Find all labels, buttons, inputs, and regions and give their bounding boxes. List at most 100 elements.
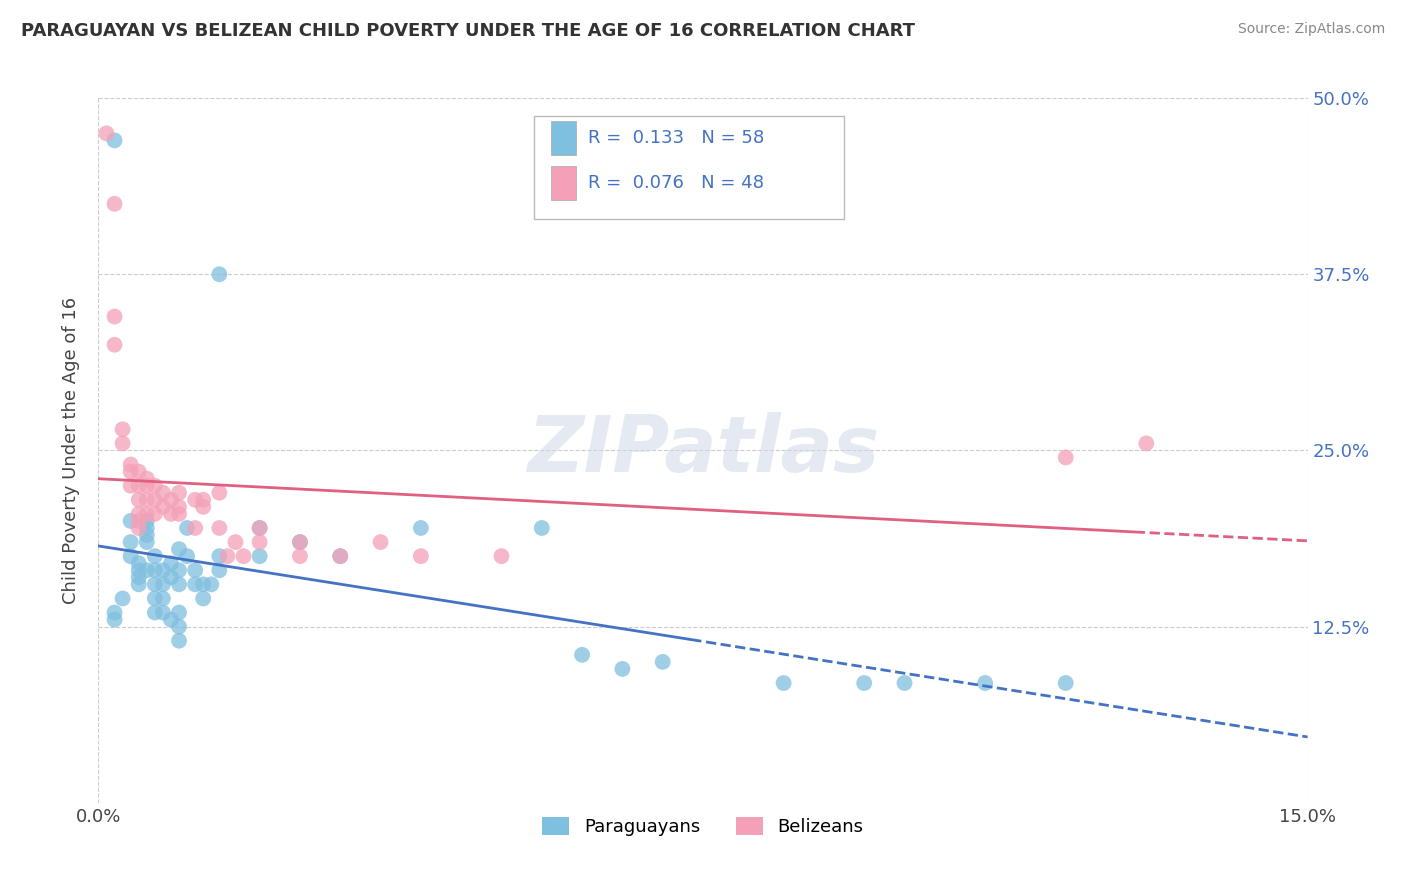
Belizeans <box>103 338 125 352</box>
Text: Source: ZipAtlas.com: Source: ZipAtlas.com <box>1237 22 1385 37</box>
Belizeans <box>217 549 239 564</box>
Paraguayans <box>208 563 231 577</box>
Paraguayans <box>128 556 150 570</box>
Belizeans <box>160 507 183 521</box>
Paraguayans <box>853 676 876 690</box>
Paraguayans <box>160 556 183 570</box>
Paraguayans <box>160 570 183 584</box>
Paraguayans <box>193 591 215 606</box>
Text: ZIPatlas: ZIPatlas <box>527 412 879 489</box>
Belizeans <box>370 535 392 549</box>
Belizeans <box>128 514 150 528</box>
Paraguayans <box>530 521 553 535</box>
Paraguayans <box>120 535 142 549</box>
Paraguayans <box>143 577 166 591</box>
Paraguayans <box>120 514 142 528</box>
Paraguayans <box>120 549 142 564</box>
Paraguayans <box>208 268 231 282</box>
Belizeans <box>249 535 271 549</box>
Paraguayans <box>167 563 190 577</box>
Belizeans <box>143 492 166 507</box>
Belizeans <box>249 521 271 535</box>
Paraguayans <box>143 563 166 577</box>
Belizeans <box>184 521 207 535</box>
Paraguayans <box>612 662 634 676</box>
Paraguayans <box>249 549 271 564</box>
Paraguayans <box>103 133 125 147</box>
Belizeans <box>128 465 150 479</box>
Y-axis label: Child Poverty Under the Age of 16: Child Poverty Under the Age of 16 <box>62 297 80 604</box>
Belizeans <box>491 549 513 564</box>
Paraguayans <box>111 591 134 606</box>
Belizeans <box>288 535 311 549</box>
Belizeans <box>160 492 183 507</box>
Paraguayans <box>143 591 166 606</box>
Paraguayans <box>135 563 157 577</box>
Legend: Paraguayans, Belizeans: Paraguayans, Belizeans <box>536 809 870 843</box>
Paraguayans <box>152 606 174 620</box>
Paraguayans <box>135 514 157 528</box>
Belizeans <box>128 507 150 521</box>
Belizeans <box>135 472 157 486</box>
Belizeans <box>232 549 254 564</box>
Belizeans <box>193 500 215 514</box>
Paraguayans <box>167 577 190 591</box>
Paraguayans <box>176 521 198 535</box>
Belizeans <box>409 549 432 564</box>
Text: R =  0.133   N = 58: R = 0.133 N = 58 <box>588 129 763 147</box>
Paraguayans <box>167 633 190 648</box>
Paraguayans <box>176 549 198 564</box>
Paraguayans <box>128 570 150 584</box>
Belizeans <box>329 549 352 564</box>
Paraguayans <box>200 577 222 591</box>
Belizeans <box>120 465 142 479</box>
Belizeans <box>167 507 190 521</box>
Paraguayans <box>893 676 915 690</box>
Paraguayans <box>167 619 190 633</box>
Paraguayans <box>1054 676 1077 690</box>
Paraguayans <box>288 535 311 549</box>
Belizeans <box>120 478 142 492</box>
Belizeans <box>128 492 150 507</box>
Belizeans <box>111 436 134 450</box>
Text: R =  0.076   N = 48: R = 0.076 N = 48 <box>588 174 763 192</box>
Paraguayans <box>409 521 432 535</box>
Paraguayans <box>974 676 997 690</box>
Paraguayans <box>128 577 150 591</box>
Belizeans <box>167 485 190 500</box>
Belizeans <box>184 492 207 507</box>
Paraguayans <box>128 563 150 577</box>
Paraguayans <box>135 521 157 535</box>
Belizeans <box>135 507 157 521</box>
Paraguayans <box>193 577 215 591</box>
Belizeans <box>143 478 166 492</box>
Paraguayans <box>143 606 166 620</box>
Paraguayans <box>571 648 593 662</box>
Belizeans <box>1135 436 1157 450</box>
Belizeans <box>288 549 311 564</box>
Paraguayans <box>135 528 157 542</box>
Paraguayans <box>167 606 190 620</box>
Paraguayans <box>135 535 157 549</box>
Belizeans <box>152 485 174 500</box>
Paraguayans <box>184 577 207 591</box>
Paraguayans <box>103 606 125 620</box>
Belizeans <box>135 492 157 507</box>
Paraguayans <box>651 655 673 669</box>
Belizeans <box>208 521 231 535</box>
Paraguayans <box>167 542 190 557</box>
Belizeans <box>167 500 190 514</box>
Belizeans <box>224 535 246 549</box>
Belizeans <box>152 500 174 514</box>
Paraguayans <box>772 676 794 690</box>
Belizeans <box>96 127 118 141</box>
Paraguayans <box>329 549 352 564</box>
Belizeans <box>208 485 231 500</box>
Belizeans <box>103 197 125 211</box>
Belizeans <box>120 458 142 472</box>
Belizeans <box>128 478 150 492</box>
Paraguayans <box>143 549 166 564</box>
Text: PARAGUAYAN VS BELIZEAN CHILD POVERTY UNDER THE AGE OF 16 CORRELATION CHART: PARAGUAYAN VS BELIZEAN CHILD POVERTY UND… <box>21 22 915 40</box>
Paraguayans <box>152 563 174 577</box>
Belizeans <box>135 478 157 492</box>
